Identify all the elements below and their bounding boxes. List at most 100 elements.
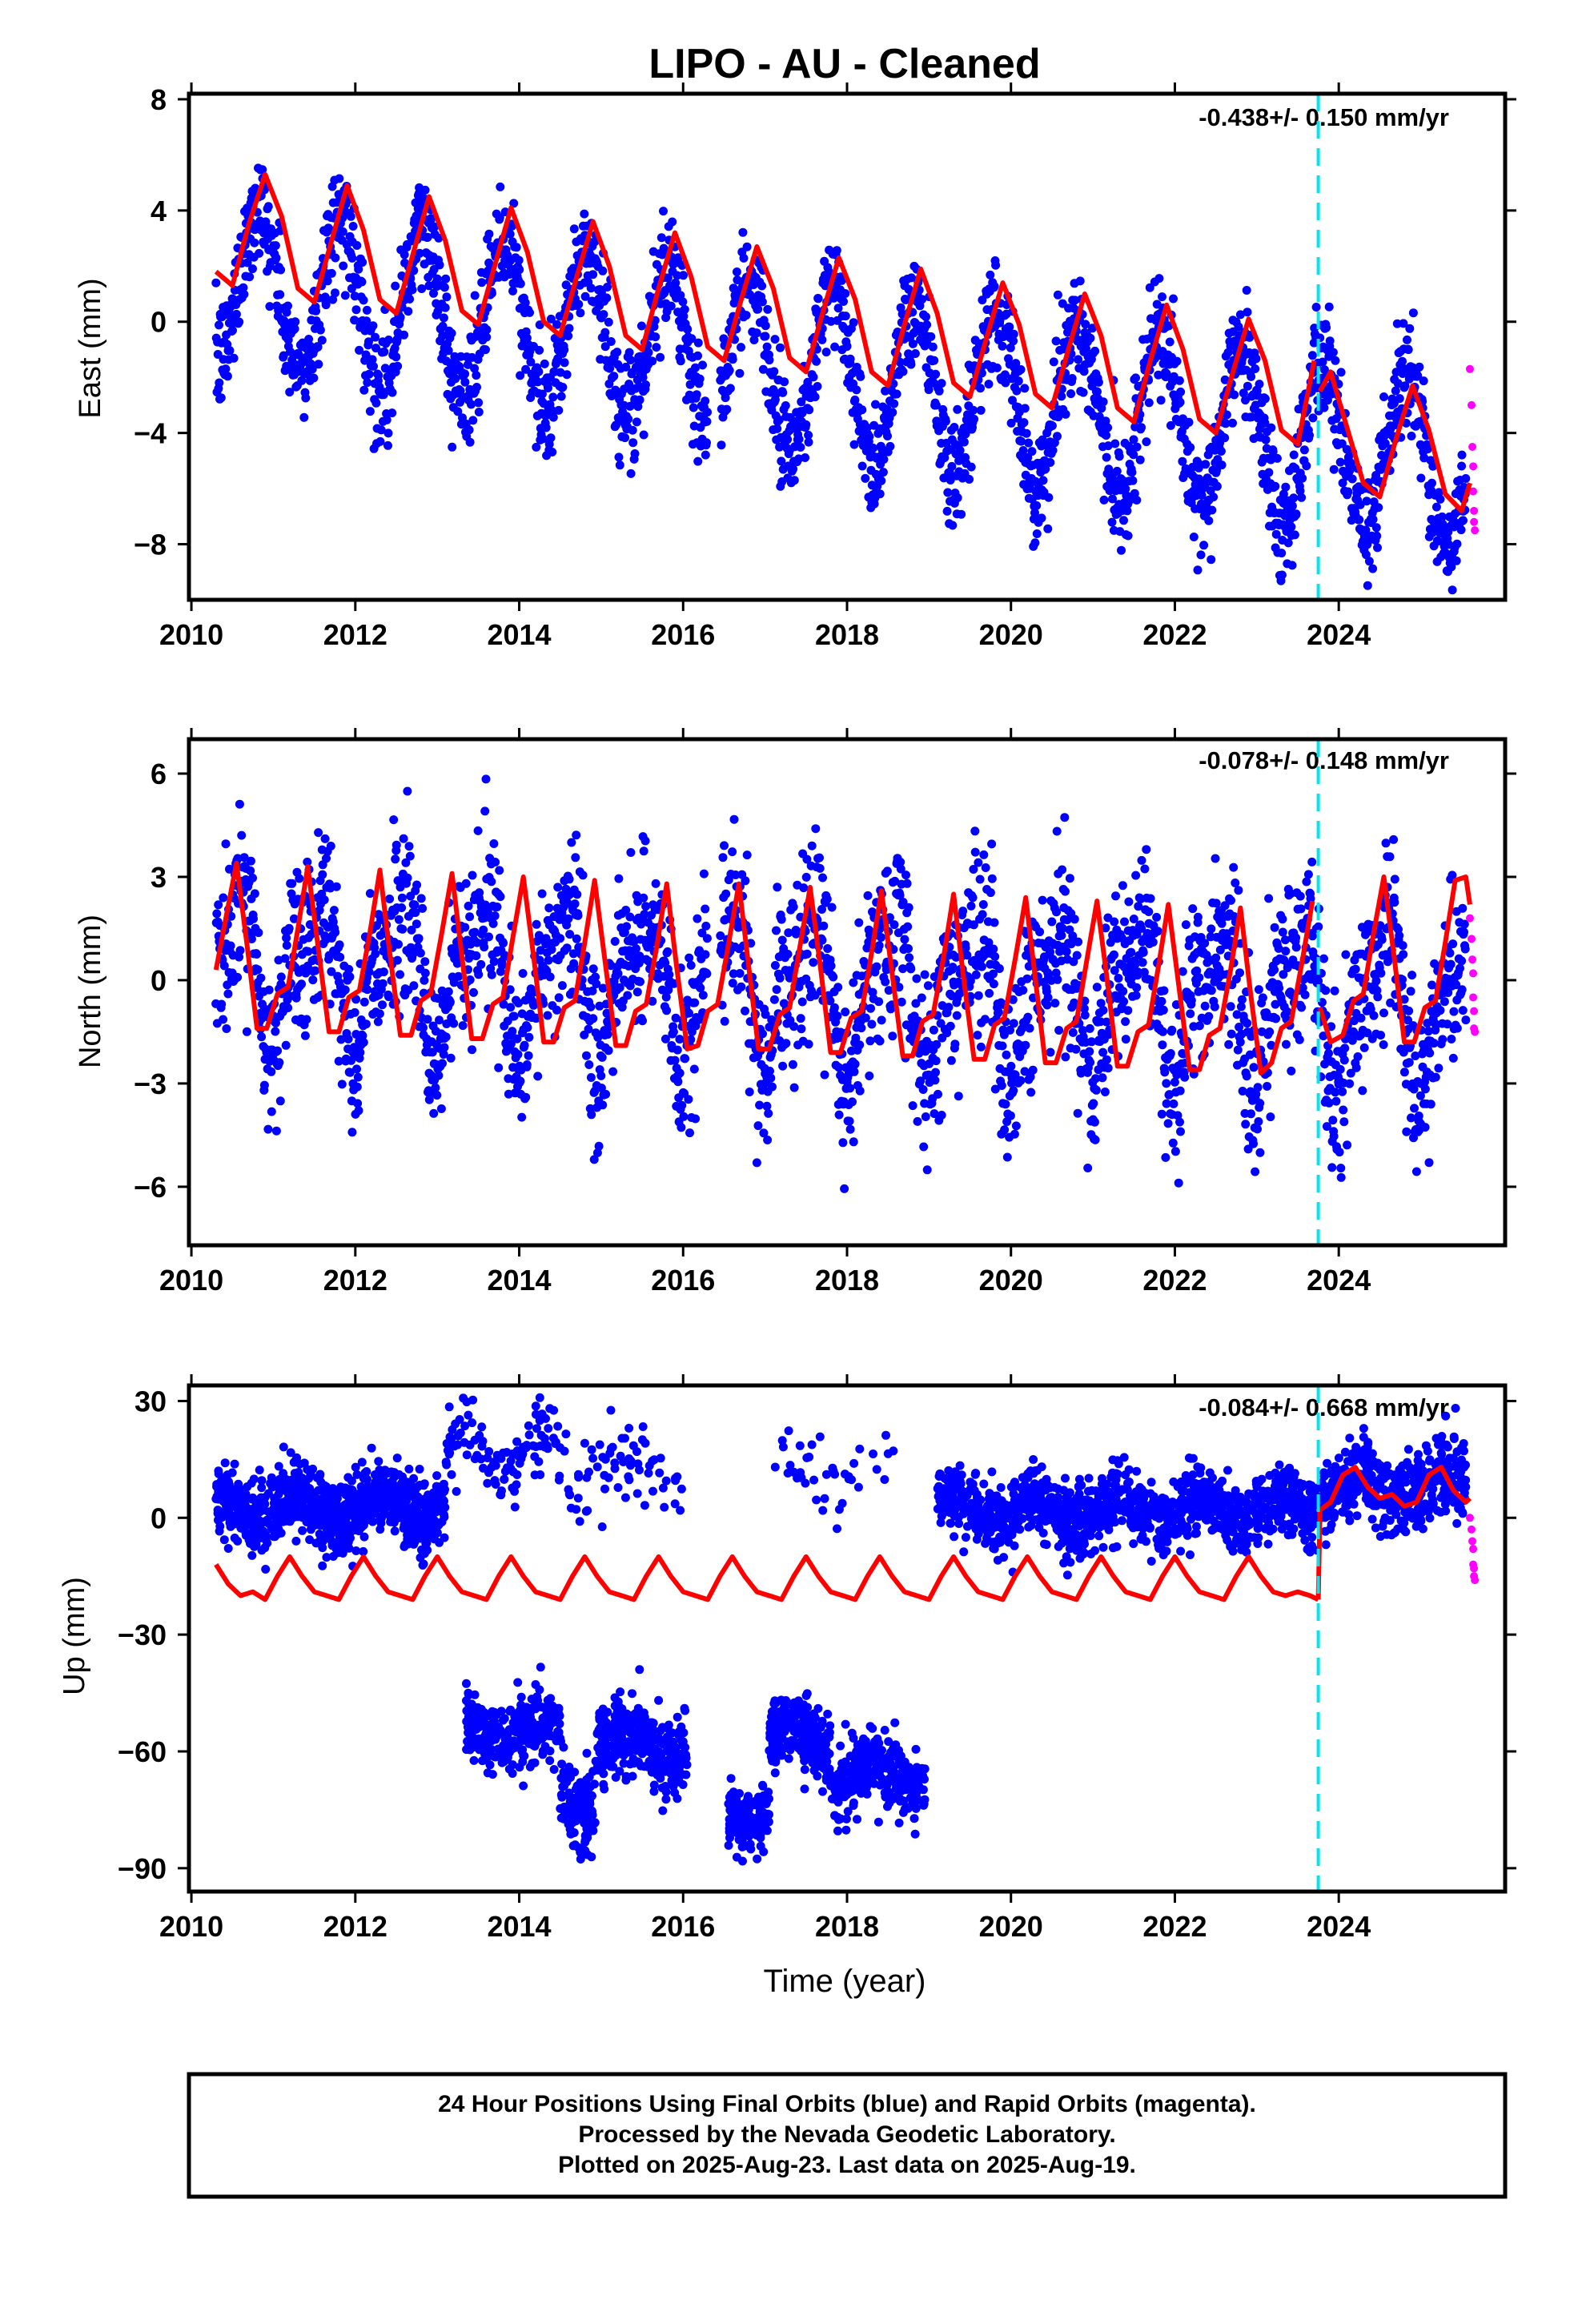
data-point	[804, 1039, 813, 1049]
data-point	[331, 882, 341, 891]
rapid-point	[1468, 443, 1477, 452]
rate-annotation-east: -0.438+/- 0.150 mm/yr	[1199, 103, 1449, 131]
data-point	[903, 922, 913, 931]
data-point	[976, 405, 986, 415]
data-point	[450, 352, 460, 361]
data-point	[640, 836, 650, 846]
data-point	[1053, 975, 1062, 984]
data-point	[663, 947, 673, 956]
data-point	[761, 332, 770, 341]
data-point	[303, 947, 313, 956]
data-point	[255, 248, 264, 258]
data-point	[1047, 917, 1057, 927]
data-point	[701, 904, 710, 914]
data-point	[321, 300, 331, 310]
data-point	[689, 1064, 699, 1074]
data-point	[524, 1032, 534, 1042]
data-point	[1114, 452, 1124, 461]
y-tick-label: 4	[151, 195, 167, 227]
data-point	[1255, 380, 1264, 389]
data-point	[371, 344, 380, 353]
data-point	[572, 934, 581, 943]
data-point	[1175, 397, 1185, 407]
data-point	[1017, 436, 1026, 446]
data-point	[1138, 958, 1147, 967]
data-point	[431, 1083, 440, 1092]
data-point	[1415, 362, 1424, 372]
data-point	[997, 1081, 1006, 1090]
data-point	[1188, 904, 1198, 914]
data-point	[505, 229, 515, 239]
data-point	[371, 332, 380, 342]
data-point	[600, 328, 610, 337]
data-point	[546, 433, 556, 443]
data-point	[742, 850, 752, 860]
data-point	[1024, 438, 1034, 448]
data-point	[1331, 356, 1340, 365]
data-point	[1047, 421, 1057, 431]
data-point	[764, 1108, 773, 1118]
data-point	[763, 1136, 773, 1144]
data-point	[375, 1009, 384, 1019]
data-point	[998, 341, 1007, 351]
data-point	[702, 934, 712, 943]
data-point	[1247, 372, 1256, 381]
data-point	[797, 1024, 806, 1034]
data-point	[1098, 1006, 1108, 1015]
data-point	[396, 970, 404, 979]
data-point	[1308, 413, 1318, 423]
data-point	[1035, 927, 1045, 937]
data-point	[352, 1064, 361, 1074]
data-point	[1211, 854, 1220, 863]
data-point	[516, 1076, 525, 1086]
data-point	[839, 297, 848, 306]
data-point	[874, 997, 884, 1007]
data-point	[1073, 1108, 1082, 1118]
data-point	[314, 828, 323, 838]
data-point	[698, 360, 707, 370]
data-point	[323, 276, 332, 286]
data-point	[291, 993, 301, 1003]
data-point	[1186, 443, 1195, 452]
data-point	[460, 923, 470, 932]
data-point	[804, 437, 813, 447]
data-point	[865, 1036, 875, 1046]
data-point	[641, 380, 650, 389]
data-point	[931, 369, 941, 379]
data-point	[737, 343, 745, 352]
data-point	[598, 266, 608, 275]
data-point	[1368, 515, 1378, 525]
data-point	[513, 1050, 523, 1059]
data-point	[970, 826, 980, 836]
data-point	[1110, 439, 1120, 448]
data-point	[271, 253, 281, 263]
y-tick-label: 8	[151, 83, 167, 116]
data-point	[796, 443, 805, 452]
data-point	[801, 453, 810, 462]
data-point	[874, 941, 884, 951]
data-point	[434, 233, 444, 243]
data-point	[626, 848, 636, 857]
data-point	[686, 960, 696, 970]
data-point	[937, 1111, 946, 1120]
data-point	[1102, 452, 1111, 462]
data-point	[691, 363, 700, 372]
data-point	[1091, 1085, 1101, 1095]
data-point	[520, 1040, 529, 1050]
data-point	[666, 301, 676, 311]
data-point	[477, 278, 487, 287]
data-point	[1075, 276, 1085, 286]
data-point	[1009, 329, 1018, 339]
data-point	[448, 442, 457, 452]
data-point	[311, 966, 320, 975]
data-point	[442, 292, 452, 302]
data-point	[517, 1112, 527, 1122]
data-point	[990, 952, 1000, 961]
data-point	[472, 371, 481, 380]
data-point	[865, 1072, 874, 1080]
data-point	[656, 233, 666, 243]
data-point	[461, 879, 471, 888]
data-point	[1291, 509, 1301, 519]
data-point	[1121, 1035, 1130, 1044]
